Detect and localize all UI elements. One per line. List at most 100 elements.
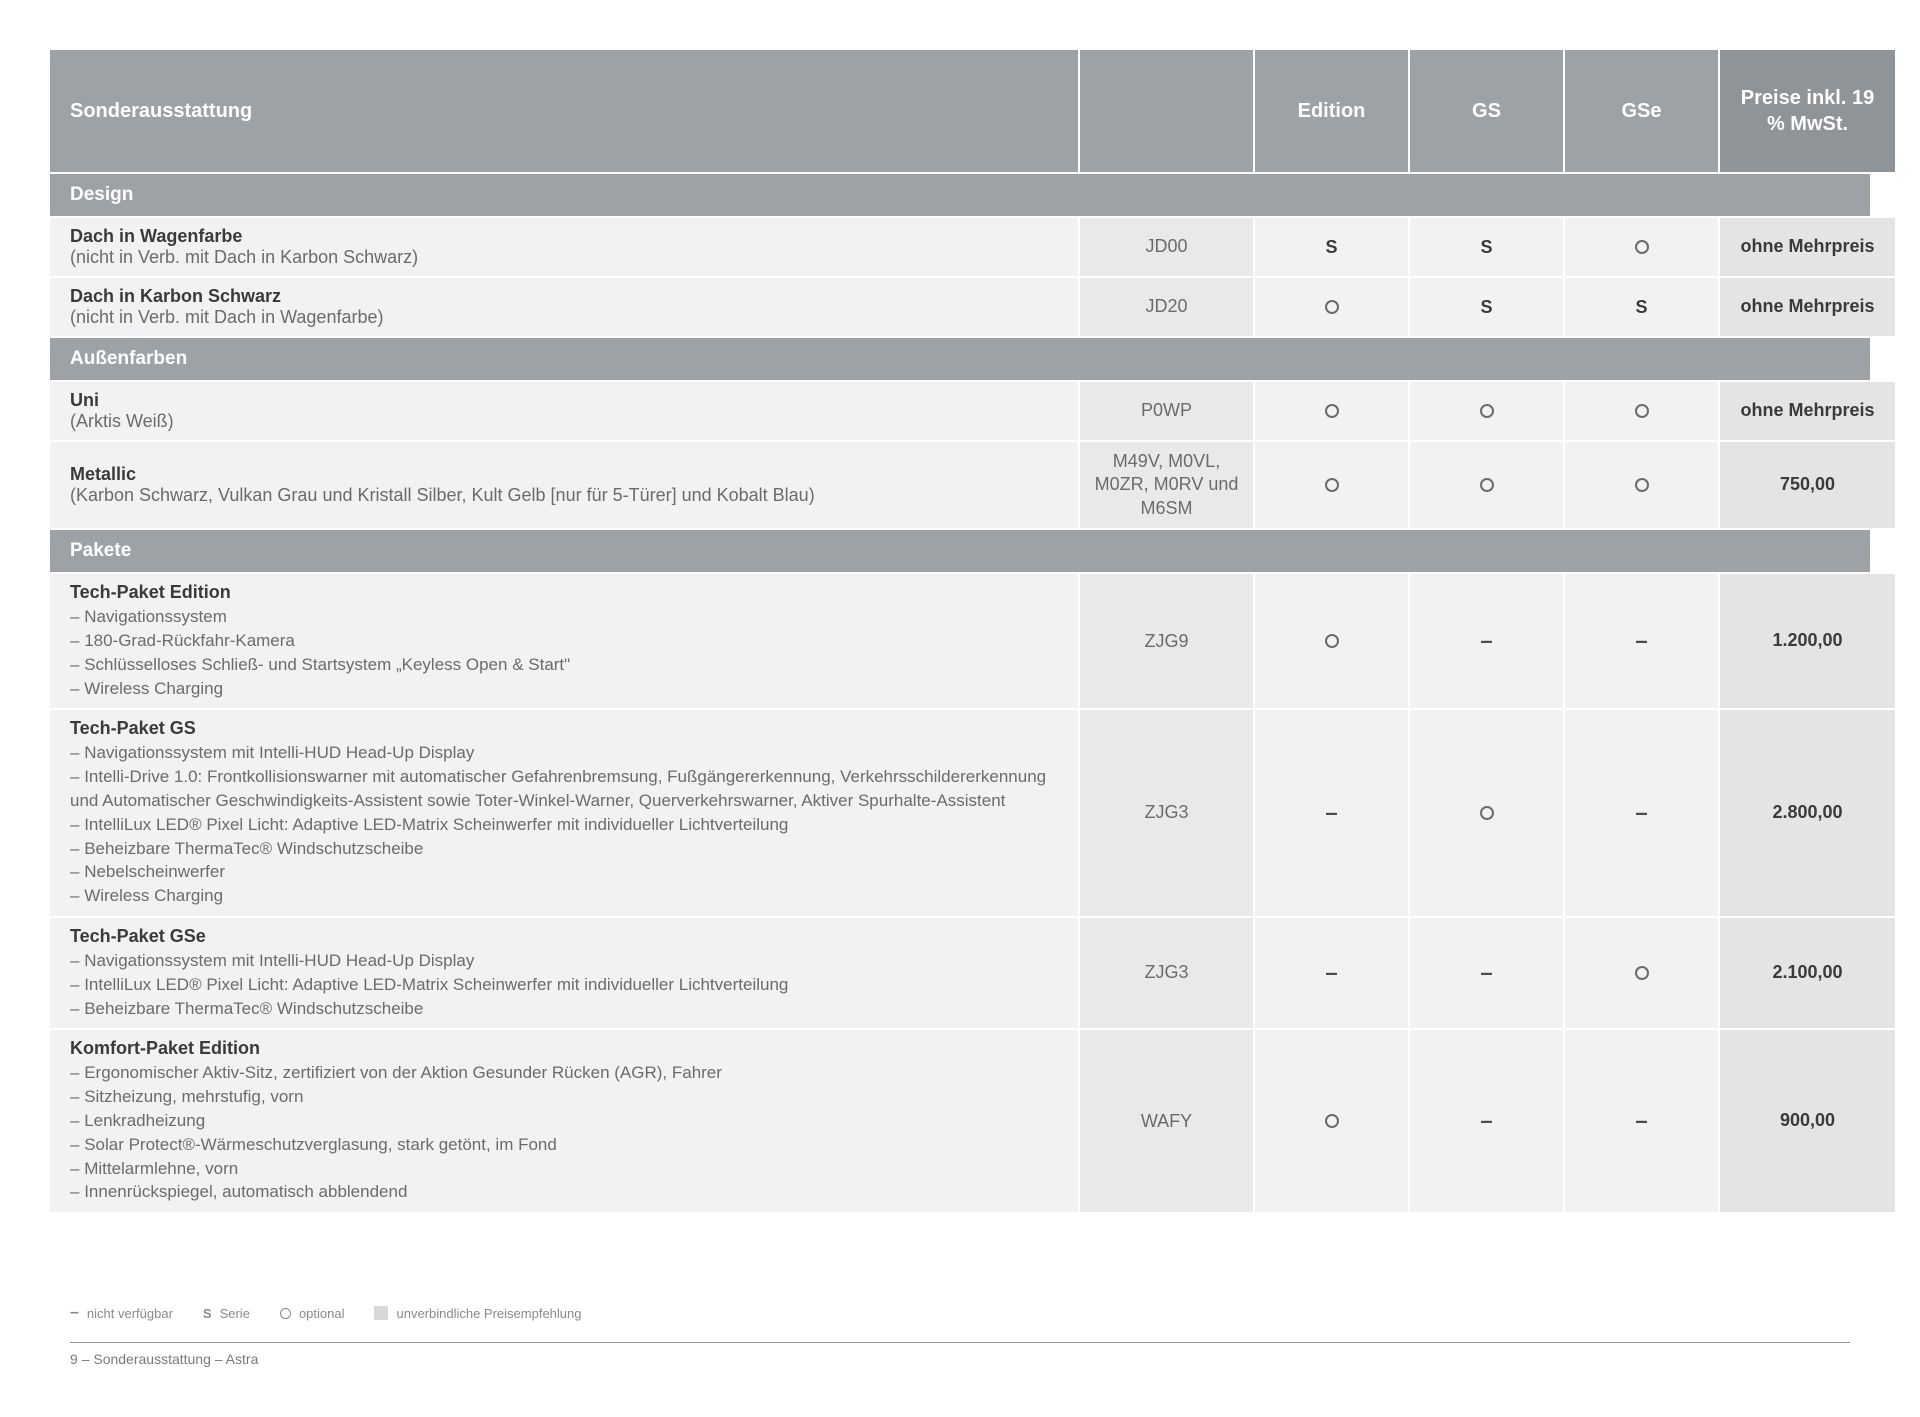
trim-cell-0: – — [1255, 918, 1410, 1028]
code-cell: ZJG9 — [1080, 574, 1255, 708]
circle-icon — [1480, 806, 1494, 820]
trim-cell-0 — [1255, 442, 1410, 528]
bullet-item: Mittelarmlehne, vorn — [70, 1157, 1058, 1181]
s-icon: S — [1480, 237, 1492, 258]
circle-icon — [1325, 300, 1339, 314]
footer-text: 9 – Sonderausstattung – Astra — [70, 1342, 1850, 1367]
bullet-item: Innenrückspiegel, automatisch abblendend — [70, 1180, 1058, 1204]
bullet-item: Beheizbare ThermaTec® Windschutzscheibe — [70, 837, 1058, 861]
circle-icon — [1480, 404, 1494, 418]
trim-cell-2: – — [1565, 1030, 1720, 1212]
row-bullets: Ergonomischer Aktiv-Sitz, zertifiziert v… — [70, 1061, 1058, 1204]
equipment-table: Sonderausstattung Edition GS GSe Preise … — [50, 50, 1870, 1212]
bullet-item: IntelliLux LED® Pixel Licht: Adaptive LE… — [70, 973, 1058, 997]
desc-cell: Metallic(Karbon Schwarz, Vulkan Grau und… — [50, 442, 1080, 528]
price-cell: 750,00 — [1720, 442, 1895, 528]
bullet-item: Nebelscheinwerfer — [70, 860, 1058, 884]
bullet-item: Navigationssystem mit Intelli-HUD Head-U… — [70, 741, 1058, 765]
price-cell: 2.100,00 — [1720, 918, 1895, 1028]
table-row: Komfort-Paket EditionErgonomischer Aktiv… — [50, 1028, 1870, 1212]
table-row: Metallic(Karbon Schwarz, Vulkan Grau und… — [50, 440, 1870, 528]
bullet-item: Sitzheizung, mehrstufig, vorn — [70, 1085, 1058, 1109]
code-cell: WAFY — [1080, 1030, 1255, 1212]
legend-serie-label: Serie — [220, 1306, 250, 1321]
trim-cell-2 — [1565, 382, 1720, 440]
code-cell: ZJG3 — [1080, 918, 1255, 1028]
bullet-item: IntelliLux LED® Pixel Licht: Adaptive LE… — [70, 813, 1058, 837]
s-icon: S — [203, 1306, 212, 1321]
s-icon: S — [1480, 297, 1492, 318]
bullet-item: Lenkradheizung — [70, 1109, 1058, 1133]
circle-icon — [1635, 478, 1649, 492]
bullet-item: 180-Grad-Rückfahr-Kamera — [70, 629, 1058, 653]
header-trim-0: Edition — [1255, 50, 1410, 172]
trim-cell-0 — [1255, 1030, 1410, 1212]
trim-cell-2 — [1565, 918, 1720, 1028]
row-subtitle: (Arktis Weiß) — [70, 411, 1058, 432]
circle-icon — [1325, 634, 1339, 648]
code-cell: JD00 — [1080, 218, 1255, 276]
s-icon: S — [1635, 297, 1647, 318]
table-row: Uni(Arktis Weiß)P0WPohne Mehrpreis — [50, 380, 1870, 440]
code-cell: JD20 — [1080, 278, 1255, 336]
dash-icon: – — [1325, 800, 1337, 826]
trim-cell-0 — [1255, 574, 1410, 708]
trim-cell-0: S — [1255, 218, 1410, 276]
section-header: Design — [50, 172, 1870, 216]
price-cell: ohne Mehrpreis — [1720, 382, 1895, 440]
circle-icon — [1635, 404, 1649, 418]
section-title: Außenfarben — [50, 338, 1870, 380]
circle-icon — [1480, 478, 1494, 492]
dash-icon: – — [1635, 800, 1647, 826]
table-row: Tech-Paket GSeNavigationssystem mit Inte… — [50, 916, 1870, 1028]
circle-icon — [1325, 404, 1339, 418]
trim-cell-1: – — [1410, 918, 1565, 1028]
trim-cell-1 — [1410, 442, 1565, 528]
header-trim-2: GSe — [1565, 50, 1720, 172]
row-title: Tech-Paket Edition — [70, 582, 1058, 603]
section-title: Pakete — [50, 530, 1870, 572]
desc-cell: Komfort-Paket EditionErgonomischer Aktiv… — [50, 1030, 1080, 1212]
row-title: Dach in Wagenfarbe — [70, 226, 1058, 247]
row-title: Komfort-Paket Edition — [70, 1038, 1058, 1059]
table-row: Dach in Karbon Schwarz(nicht in Verb. mi… — [50, 276, 1870, 336]
trim-cell-0 — [1255, 278, 1410, 336]
trim-cell-1 — [1410, 710, 1565, 916]
circle-icon — [280, 1308, 291, 1319]
circle-icon — [1635, 240, 1649, 254]
table-row: Tech-Paket GSNavigationssystem mit Intel… — [50, 708, 1870, 916]
row-title: Tech-Paket GSe — [70, 926, 1058, 947]
box-icon — [374, 1306, 388, 1320]
dash-icon: – — [1480, 1108, 1492, 1134]
desc-cell: Tech-Paket EditionNavigationssystem180-G… — [50, 574, 1080, 708]
table-row: Tech-Paket EditionNavigationssystem180-G… — [50, 572, 1870, 708]
bullet-item: Solar Protect®-Wärmeschutzverglasung, st… — [70, 1133, 1058, 1157]
dash-icon: – — [1635, 1108, 1647, 1134]
legend-optional: optional — [280, 1306, 345, 1321]
code-cell: P0WP — [1080, 382, 1255, 440]
row-subtitle: (nicht in Verb. mit Dach in Wagenfarbe) — [70, 307, 1058, 328]
header-desc: Sonderausstattung — [50, 50, 1080, 172]
trim-cell-2 — [1565, 218, 1720, 276]
trim-cell-0: – — [1255, 710, 1410, 916]
legend-serie: S Serie — [203, 1306, 250, 1321]
trim-cell-2: – — [1565, 710, 1720, 916]
row-title: Dach in Karbon Schwarz — [70, 286, 1058, 307]
price-cell: 1.200,00 — [1720, 574, 1895, 708]
dash-icon: – — [1480, 960, 1492, 986]
trim-cell-2: – — [1565, 574, 1720, 708]
legend-na-label: nicht verfügbar — [87, 1306, 173, 1321]
row-bullets: Navigationssystem mit Intelli-HUD Head-U… — [70, 949, 1058, 1020]
section-title: Design — [50, 174, 1870, 216]
bullet-item: Ergonomischer Aktiv-Sitz, zertifiziert v… — [70, 1061, 1058, 1085]
trim-cell-0 — [1255, 382, 1410, 440]
row-title: Metallic — [70, 464, 1058, 485]
desc-cell: Dach in Wagenfarbe(nicht in Verb. mit Da… — [50, 218, 1080, 276]
dash-icon: – — [1635, 628, 1647, 654]
legend-price-label: unverbindliche Preisempfehlung — [396, 1306, 581, 1321]
circle-icon — [1325, 478, 1339, 492]
trim-cell-2 — [1565, 442, 1720, 528]
row-bullets: Navigationssystem180-Grad-Rückfahr-Kamer… — [70, 605, 1058, 700]
dash-icon: – — [1325, 960, 1337, 986]
section-header: Außenfarben — [50, 336, 1870, 380]
